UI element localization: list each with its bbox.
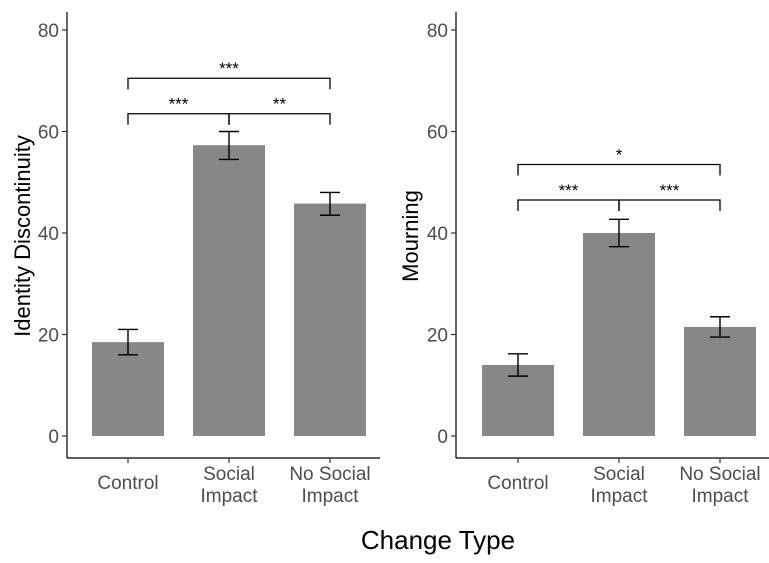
y-tick-label: 20 — [427, 326, 448, 347]
error-bar — [118, 328, 138, 356]
significance-bracket — [517, 199, 620, 212]
x-tick-label: Social — [593, 464, 645, 485]
x-tick-label: Impact — [691, 486, 749, 507]
error-bar — [219, 130, 239, 161]
x-tick-label: Control — [487, 473, 548, 494]
bar — [684, 326, 756, 436]
x-tick-label: Control — [97, 473, 158, 494]
y-tick-label: 40 — [427, 224, 448, 245]
error-bar — [320, 191, 340, 216]
significance-label: *** — [660, 181, 680, 200]
significance-bracket — [127, 77, 331, 90]
y-tick-label: 0 — [437, 427, 448, 448]
x-tick-label: No Social — [289, 464, 370, 485]
y-tick-label: 80 — [38, 21, 59, 42]
x-tick-label: Impact — [590, 486, 648, 507]
x-tick-label: Impact — [301, 486, 359, 507]
significance-label: *** — [169, 95, 189, 114]
significance-label: * — [616, 145, 623, 164]
significance-bracket — [228, 113, 331, 125]
x-tick-label: Impact — [200, 486, 258, 507]
significance-label: ** — [273, 95, 287, 114]
x-tick-label: No Social — [679, 464, 760, 485]
y-axis-title: Mourning — [398, 190, 423, 282]
y-axis-title: Identity Discontinuity — [10, 135, 35, 337]
bar — [193, 145, 265, 436]
bar — [92, 342, 164, 436]
significance-bracket — [517, 163, 721, 176]
significance-bracket — [618, 199, 721, 212]
y-tick-label: 0 — [48, 427, 59, 448]
y-tick-label: 20 — [38, 326, 59, 347]
y-tick-label: 60 — [427, 123, 448, 144]
y-tick-label: 40 — [38, 224, 59, 245]
significance-bracket — [127, 113, 230, 125]
bar — [583, 233, 655, 436]
bar — [294, 203, 366, 436]
significance-label: *** — [559, 181, 579, 200]
error-bar — [508, 353, 528, 377]
y-tick-label: 60 — [38, 123, 59, 144]
y-tick-label: 80 — [427, 21, 448, 42]
x-tick-label: Social — [203, 464, 255, 485]
significance-label: *** — [219, 59, 239, 78]
x-axis-title: Change Type — [361, 525, 515, 555]
error-bar — [609, 218, 629, 248]
error-bar — [710, 316, 730, 338]
